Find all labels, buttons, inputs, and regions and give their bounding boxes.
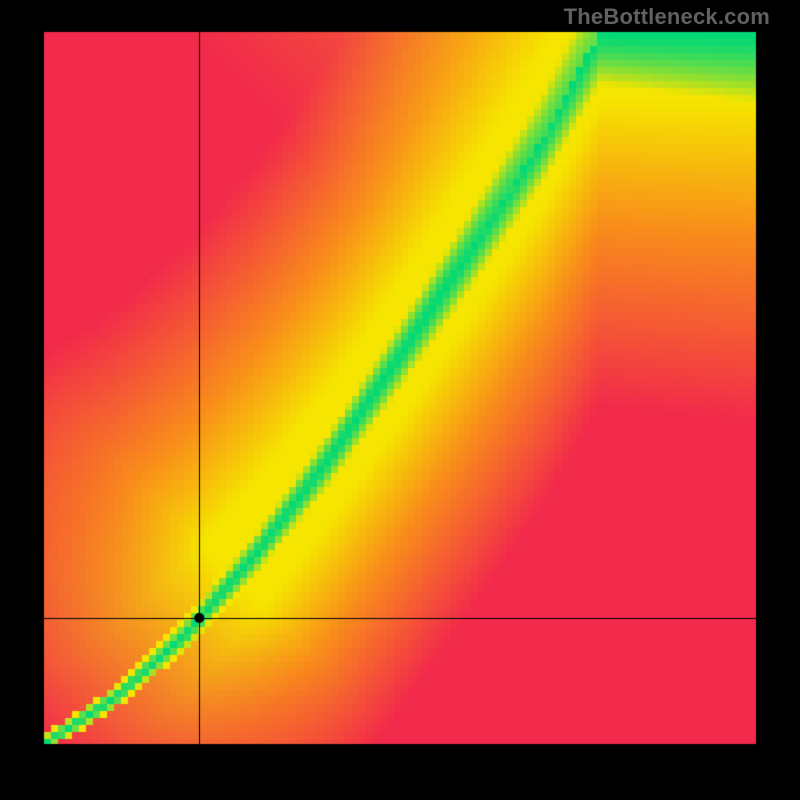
attribution-text: TheBottleneck.com bbox=[564, 4, 770, 30]
chart-stage: TheBottleneck.com bbox=[0, 0, 800, 800]
heatmap-canvas bbox=[0, 0, 800, 800]
